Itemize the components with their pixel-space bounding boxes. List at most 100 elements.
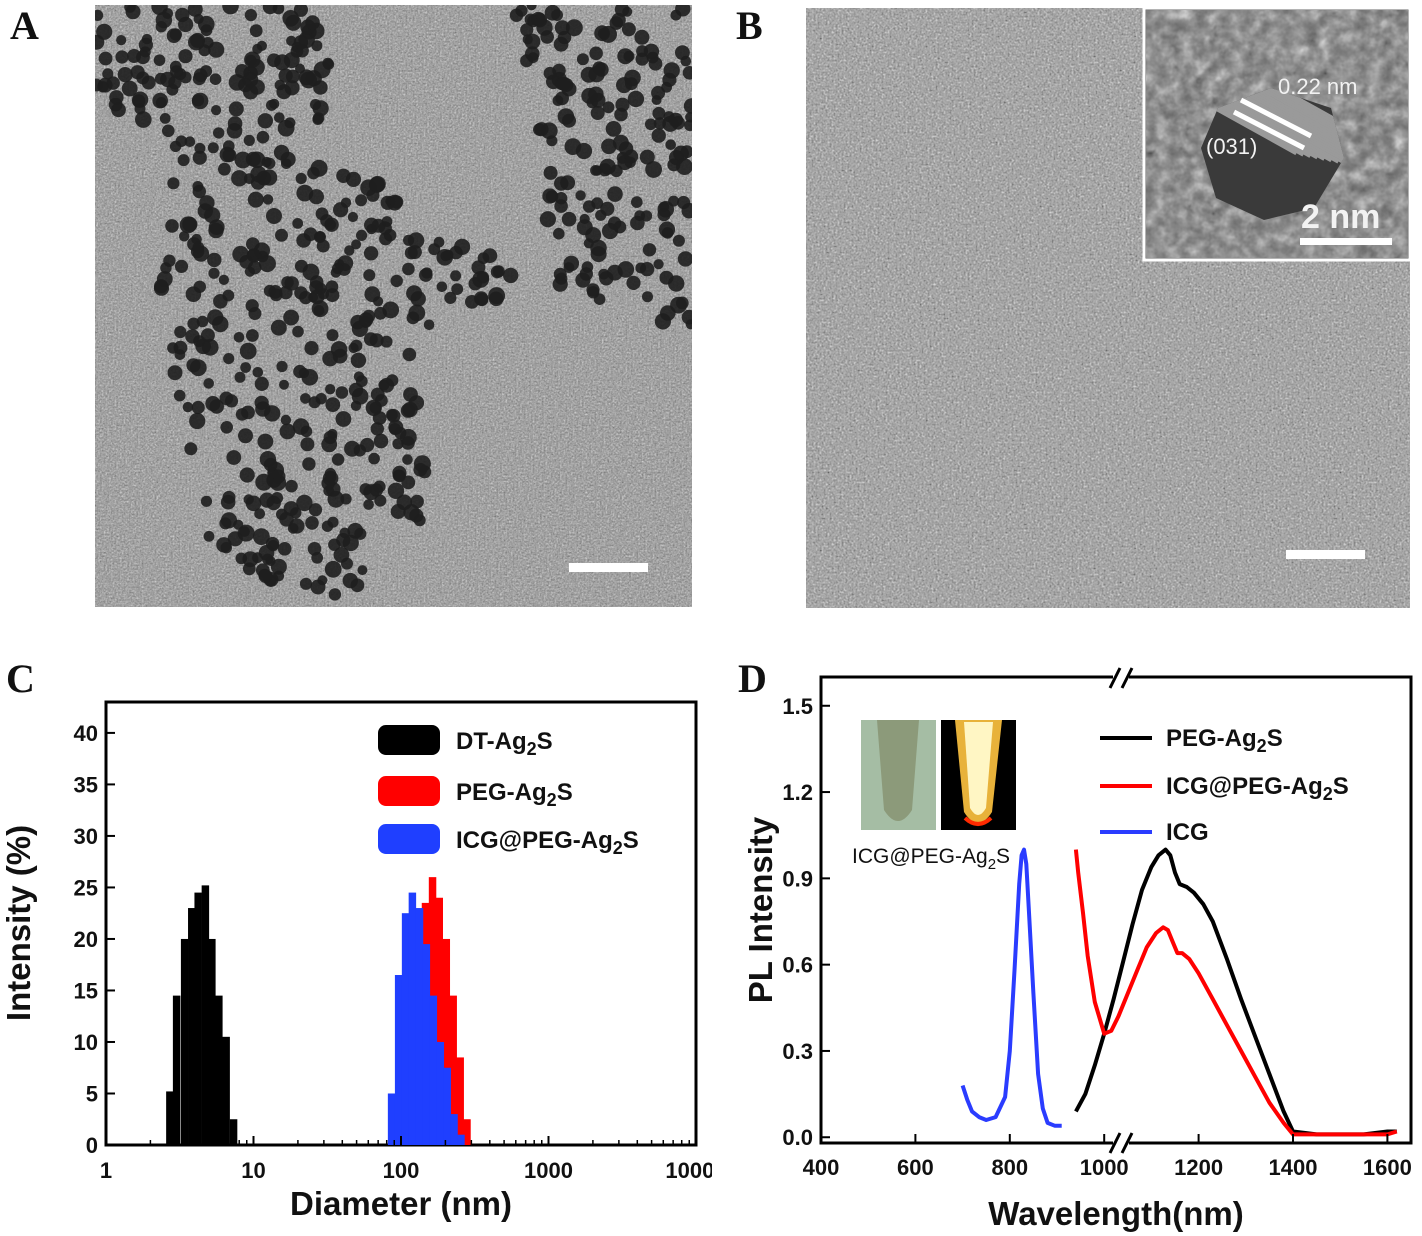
histogram-bar [188,908,196,1145]
nanoparticle [668,195,680,207]
nanoparticle [315,207,329,221]
nanoparticle [556,76,571,91]
nanoparticle [390,274,403,288]
nanoparticle [407,245,422,260]
nanoparticle [324,217,339,232]
nanoparticle [645,161,662,178]
nanoparticle [270,558,287,575]
histogram-bar [215,995,223,1145]
y-tick-label: 0 [86,1133,98,1158]
nanoparticle [199,195,215,211]
nanoparticle [292,325,304,338]
nanoparticle [262,194,274,205]
nanoparticle [313,80,328,95]
nanoparticle [254,376,269,391]
nanoparticle [213,294,228,309]
nanoparticle [249,24,263,38]
legend-label: DT-Ag2S [456,728,553,759]
nanoparticle [677,251,692,267]
nanoparticle [520,23,534,37]
panel-label-b: B [736,3,763,48]
nanoparticle [583,238,594,249]
nanoparticle [130,65,145,80]
nanoparticle [182,401,194,413]
nanoparticle [665,139,676,150]
nanoparticle [299,577,313,590]
nanoparticle [212,315,229,333]
nanoparticle [321,436,338,453]
nanoparticle [222,5,239,15]
histogram-bar [387,1093,396,1145]
nanoparticle [243,134,255,146]
nanoparticle [218,274,229,285]
legend: PEG-Ag2S ICG@PEG-Ag2S ICG [1100,725,1349,846]
nanoparticle [174,349,186,360]
nanoparticle [231,170,248,187]
nanoparticle [200,495,213,507]
nanoparticle [296,494,313,512]
nanoparticle [228,101,244,117]
nanoparticle [95,78,103,92]
nanoparticle [254,508,265,520]
lattice-fringe [1201,88,1344,167]
inset-caption: ICG@PEG-Ag2S [852,845,1010,873]
nanoparticle [305,516,319,530]
nanoparticle [203,378,214,389]
lattice-fringe [1227,88,1344,178]
nanoparticle [177,154,190,167]
nanoparticle [370,422,384,436]
nanoparticle [168,75,182,90]
nanoparticle [340,197,352,208]
nanoparticle [368,452,380,465]
nanoparticle [328,538,341,551]
histogram-bar [180,938,189,1145]
nanoparticle [207,252,222,268]
nanoparticle [268,285,283,299]
nanoparticle [389,195,404,209]
nanoparticle [250,165,267,183]
x-tick-label: 1000 [524,1158,573,1183]
nanoparticle [624,156,636,168]
nanoparticle [275,228,288,242]
nanoparticle [169,140,182,153]
nanoparticle [450,270,462,282]
nanoparticle [634,29,650,45]
legend-label: ICG [1166,819,1209,846]
nanoparticle [402,454,413,465]
nanoparticle [680,145,692,159]
nanoparticle [614,107,628,122]
nanoparticle [228,74,246,91]
nanoparticle [308,503,323,517]
nanoparticle [663,62,680,79]
nanoparticle [305,15,320,30]
nanoparticle [533,123,546,136]
histogram-bar [422,944,431,1145]
nanoparticle [421,267,433,279]
nanoparticle [256,40,267,52]
lattice-fringe [1201,88,1339,164]
nanoparticle [153,54,166,66]
nanoparticle [653,259,664,270]
nanoparticle [598,268,610,280]
histogram-bar [463,1119,471,1145]
vial-shape [877,720,919,821]
nanoparticle [605,121,622,137]
y-tick-label: 5 [86,1081,98,1106]
legend-label: ICG@PEG-Ag2S [456,827,639,858]
nanoparticle [226,450,242,465]
legend-label: PEG-Ag2S [1166,725,1283,756]
nanoparticle [284,276,299,291]
histogram-bar [449,995,457,1145]
nanoparticle [258,569,273,583]
nanoparticle [190,32,206,48]
nanoparticle [657,208,671,222]
nanoparticle [117,67,133,83]
nanoparticle [623,50,635,62]
nanoparticle [631,196,643,208]
nanoparticle [317,288,330,300]
nanoparticle [436,249,454,266]
nanoparticle [282,10,299,27]
nanoparticle [292,218,304,229]
nanoparticle [611,12,626,28]
nanoparticle [220,421,233,434]
